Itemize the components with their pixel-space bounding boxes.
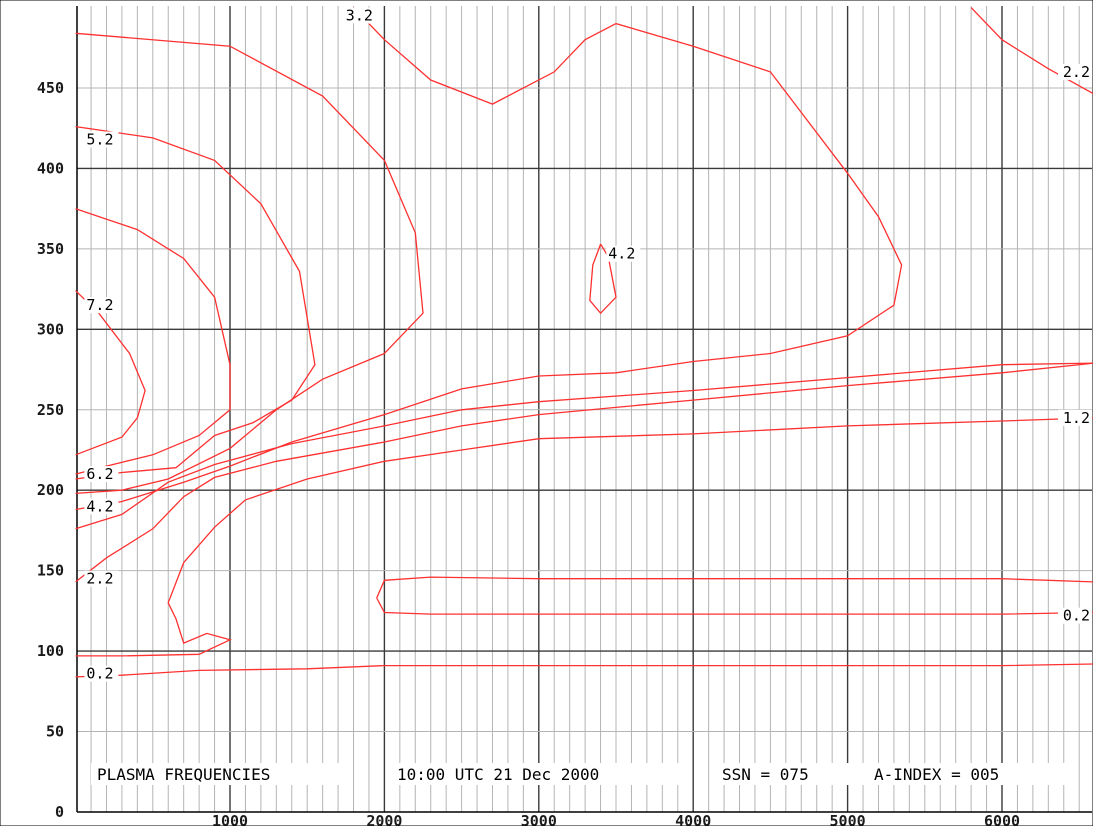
y-tick-label: 450: [37, 79, 64, 97]
contour-label: 1.2: [1063, 409, 1090, 427]
contour-label-bg: [1058, 607, 1092, 624]
y-tick-label: 300: [37, 320, 64, 338]
contour-lines: [75, 7, 1093, 678]
contour-label: 0.2: [86, 665, 113, 683]
x-tick-label: 3000: [521, 812, 557, 826]
contour-line: [75, 362, 1093, 530]
contour-label: 5.2: [86, 130, 113, 148]
y-tick-label: 50: [46, 723, 64, 741]
y-tick-label: 150: [37, 562, 64, 580]
x-tick-label: 6000: [984, 812, 1020, 826]
contour-label: 2.2: [1063, 63, 1090, 81]
contour-line: [75, 125, 316, 480]
contour-labels: 3.2 5.2 7.2 6.2 4.2 2.2 0.2 4.2 2.2 1.2 0.2: [84, 7, 1092, 683]
contour-line: [75, 208, 231, 475]
contour-label: 4.2: [608, 245, 635, 263]
contour-label: 3.2: [346, 7, 373, 25]
contour-line: [75, 663, 1093, 678]
contour-label-bg: [84, 131, 119, 148]
contour-line: [75, 7, 903, 511]
contour-label-bg: [84, 570, 119, 587]
contour-label-bg: [606, 245, 641, 262]
chart-title: PLASMA FREQUENCIES: [97, 765, 270, 784]
contour-label-bg: [84, 466, 119, 483]
ssn-text: SSN = 075: [722, 765, 809, 784]
x-tick-label: 2000: [366, 812, 402, 826]
a-index-text: A-INDEX = 005: [874, 765, 999, 784]
contour-line: [75, 362, 1093, 583]
y-tick-label: 100: [37, 642, 64, 660]
contour-label: 0.2: [1063, 607, 1090, 625]
contour-label-bg: [84, 665, 119, 682]
contour-label: 4.2: [86, 497, 113, 515]
timestamp-text: 10:00 UTC 21 Dec 2000: [397, 765, 599, 784]
contour-line: [75, 32, 424, 495]
contour-label-bg: [1058, 409, 1092, 426]
x-tick-label: 1000: [212, 812, 248, 826]
y-tick-label: 200: [37, 481, 64, 499]
y-tick-label: 400: [37, 159, 64, 177]
contour-label: 2.2: [86, 570, 113, 588]
contour-label: 6.2: [86, 465, 113, 483]
contour-label-bg: [84, 498, 119, 515]
contour-label-bg: [343, 7, 378, 24]
contour-line: [376, 576, 1093, 615]
y-tick-label: 250: [37, 401, 64, 419]
contour-line: [75, 417, 1093, 657]
contour-line: [970, 7, 1093, 95]
contour-label: 7.2: [86, 296, 113, 314]
x-tick-label: 4000: [675, 812, 711, 826]
y-tick-label: 350: [37, 240, 64, 258]
x-tick-label: 5000: [830, 812, 866, 826]
plot-area: [77, 6, 1092, 812]
y-tick-label: 0: [55, 803, 64, 821]
info-bar: PLASMA FREQUENCIES 10:00 UTC 21 Dec 2000…: [91, 763, 1070, 785]
contour-label-bg: [84, 297, 119, 314]
contour-label-bg: [1058, 63, 1092, 80]
